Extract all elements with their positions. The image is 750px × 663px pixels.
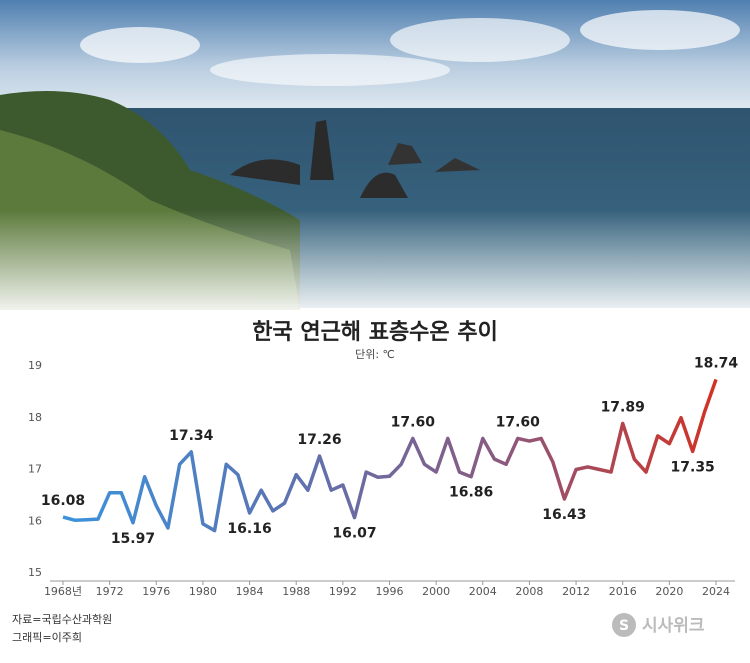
chart-title: 한국 연근해 표층수온 추이 [252,320,498,345]
data-line [62,378,718,533]
data-label: 17.34 [169,428,214,444]
x-tick-label: 1988 [282,585,310,598]
data-label: 16.08 [41,493,85,509]
x-tick-label: 2012 [562,585,590,598]
x-tick-label: 2020 [655,585,683,598]
brand: 시사위크 [642,616,705,636]
x-tick-label: 2000 [422,585,450,598]
x-tick-label: 1980 [189,585,217,598]
data-label: 16.16 [227,521,271,537]
data-label: 15.97 [111,531,155,547]
data-label: 17.60 [496,414,541,430]
source: 자료=국립수산과학원 [12,613,112,626]
data-label: 17.26 [297,432,341,448]
data-label: 17.89 [601,399,645,415]
y-tick-label: 18 [28,411,42,424]
svg-text:S: S [619,618,629,634]
photo [0,0,750,320]
x-tick-label: 1976 [142,585,170,598]
data-label: 16.43 [542,507,586,523]
y-tick-label: 15 [28,566,42,579]
data-label: 16.86 [449,485,493,501]
y-tick-label: 19 [28,359,42,372]
data-label: 17.60 [391,414,436,430]
x-tick-label: 2008 [515,585,543,598]
x-tick-label: 2024 [702,585,730,598]
data-label: 17.35 [671,459,715,475]
x-tick-label: 1968년 [44,585,82,598]
y-tick-label: 17 [28,463,42,476]
brand-logo: S 시사위크 [612,613,705,637]
unit-label: 단위: ℃ [355,348,395,361]
x-tick-label: 2016 [609,585,637,598]
x-tick-label: 1972 [96,585,124,598]
data-label: 18.74 [694,355,739,371]
credit: 그래픽=이주희 [12,631,82,644]
x-tick-label: 2004 [469,585,497,598]
x-tick-label: 1984 [236,585,264,598]
x-tick-label: 1992 [329,585,357,598]
data-label: 16.07 [332,526,376,542]
x-tick-label: 1996 [376,585,404,598]
y-tick-label: 16 [28,514,42,527]
